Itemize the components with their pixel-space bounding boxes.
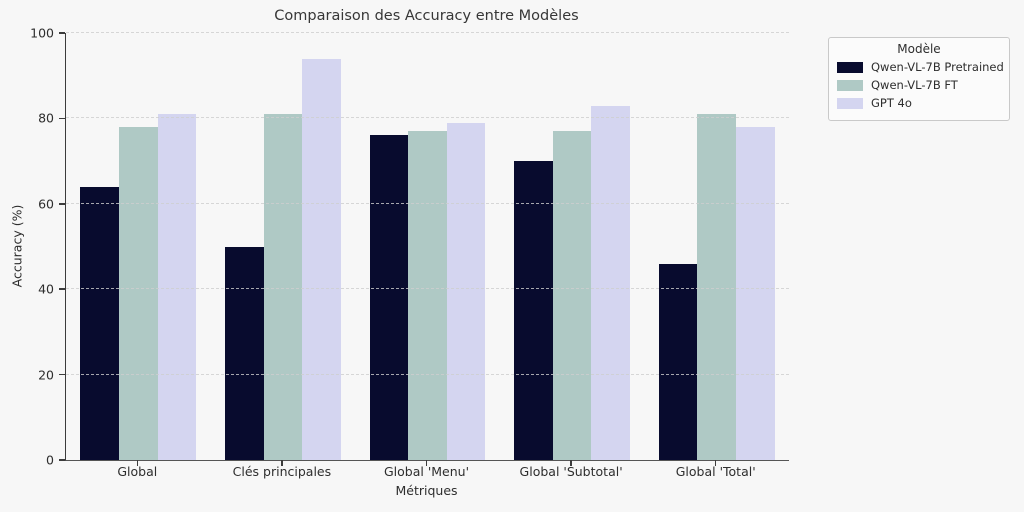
- legend-item-0: Qwen-VL-7B Pretrained: [837, 60, 1004, 74]
- legend-items: Qwen-VL-7B Pretrained Qwen-VL-7B FT GPT 4o: [837, 60, 1004, 110]
- legend-label-2: GPT 4o: [871, 96, 912, 110]
- y-tick-label-20: 20: [38, 367, 54, 383]
- chart-title: Comparaison des Accuracy entre Modèles: [274, 8, 579, 24]
- bar-qwen-vl-7b-pretrained-group3: [514, 161, 553, 460]
- y-tick-mark-20: [59, 373, 65, 376]
- x-axis-label: Métriques: [395, 483, 458, 498]
- bar-gpt-4o-group3: [591, 105, 630, 460]
- legend-label-1: Qwen-VL-7B FT: [871, 78, 958, 92]
- x-tick-mark-group4: [714, 460, 717, 466]
- bar-gpt-4o-group2: [446, 122, 486, 460]
- x-tick-mark-group1: [281, 460, 283, 466]
- x-tick-label-group1: Clés principales: [232, 464, 332, 479]
- bar-qwen-vl-7b-ft-group0: [119, 126, 158, 460]
- y-tick-mark-0: [59, 459, 65, 461]
- x-tick-mark-group3: [570, 460, 572, 466]
- bar-gpt-4o-group4: [735, 126, 775, 460]
- gridline-y100: [66, 32, 789, 33]
- legend-swatch-2: [837, 97, 863, 109]
- bar-qwen-vl-7b-pretrained-group1: [225, 246, 264, 460]
- y-tick-mark-60: [59, 203, 65, 205]
- legend-title: Modèle: [897, 42, 941, 56]
- legend-swatch-0: [837, 61, 863, 73]
- x-tick-mark-group0: [136, 460, 139, 466]
- bar-qwen-vl-7b-pretrained-group4: [658, 263, 698, 460]
- bar-qwen-vl-7b-pretrained-group2: [369, 135, 409, 460]
- legend-item-2: GPT 4o: [837, 96, 1001, 110]
- y-tick-label-40: 40: [38, 281, 54, 297]
- y-tick-label-0: 0: [46, 452, 54, 468]
- x-tick-label-group2: Global 'Menu': [383, 464, 470, 479]
- legend-swatch-1: [837, 79, 863, 91]
- x-tick-mark-group2: [425, 460, 428, 466]
- y-tick-label-60: 60: [38, 196, 54, 212]
- bar-qwen-vl-7b-pretrained-group0: [80, 186, 119, 460]
- legend-label-0: Qwen-VL-7B Pretrained: [871, 60, 1004, 74]
- legend-item-1: Qwen-VL-7B FT: [837, 78, 1001, 92]
- y-tick-mark-80: [59, 117, 65, 120]
- y-tick-label-80: 80: [38, 110, 54, 126]
- bar-qwen-vl-7b-ft-group3: [552, 131, 592, 460]
- x-tick-label-group4: Global 'Total': [675, 464, 756, 479]
- bar-qwen-vl-7b-ft-group4: [697, 114, 736, 460]
- bar-qwen-vl-7b-ft-group2: [408, 131, 447, 460]
- x-tick-label-group3: Global 'Subtotal': [519, 464, 623, 479]
- y-tick-mark-40: [59, 288, 65, 290]
- legend: Modèle Qwen-VL-7B Pretrained Qwen-VL-7B F…: [828, 37, 1010, 121]
- plot-area: [65, 32, 789, 461]
- y-axis-label: Accuracy (%): [9, 204, 25, 288]
- bar-qwen-vl-7b-ft-group1: [263, 114, 303, 460]
- bar-gpt-4o-group1: [302, 58, 341, 460]
- y-tick-mark-100: [59, 32, 65, 34]
- y-tick-label-100: 100: [30, 25, 54, 41]
- x-tick-label-group0: Global: [117, 464, 158, 479]
- bar-gpt-4o-group0: [157, 114, 197, 460]
